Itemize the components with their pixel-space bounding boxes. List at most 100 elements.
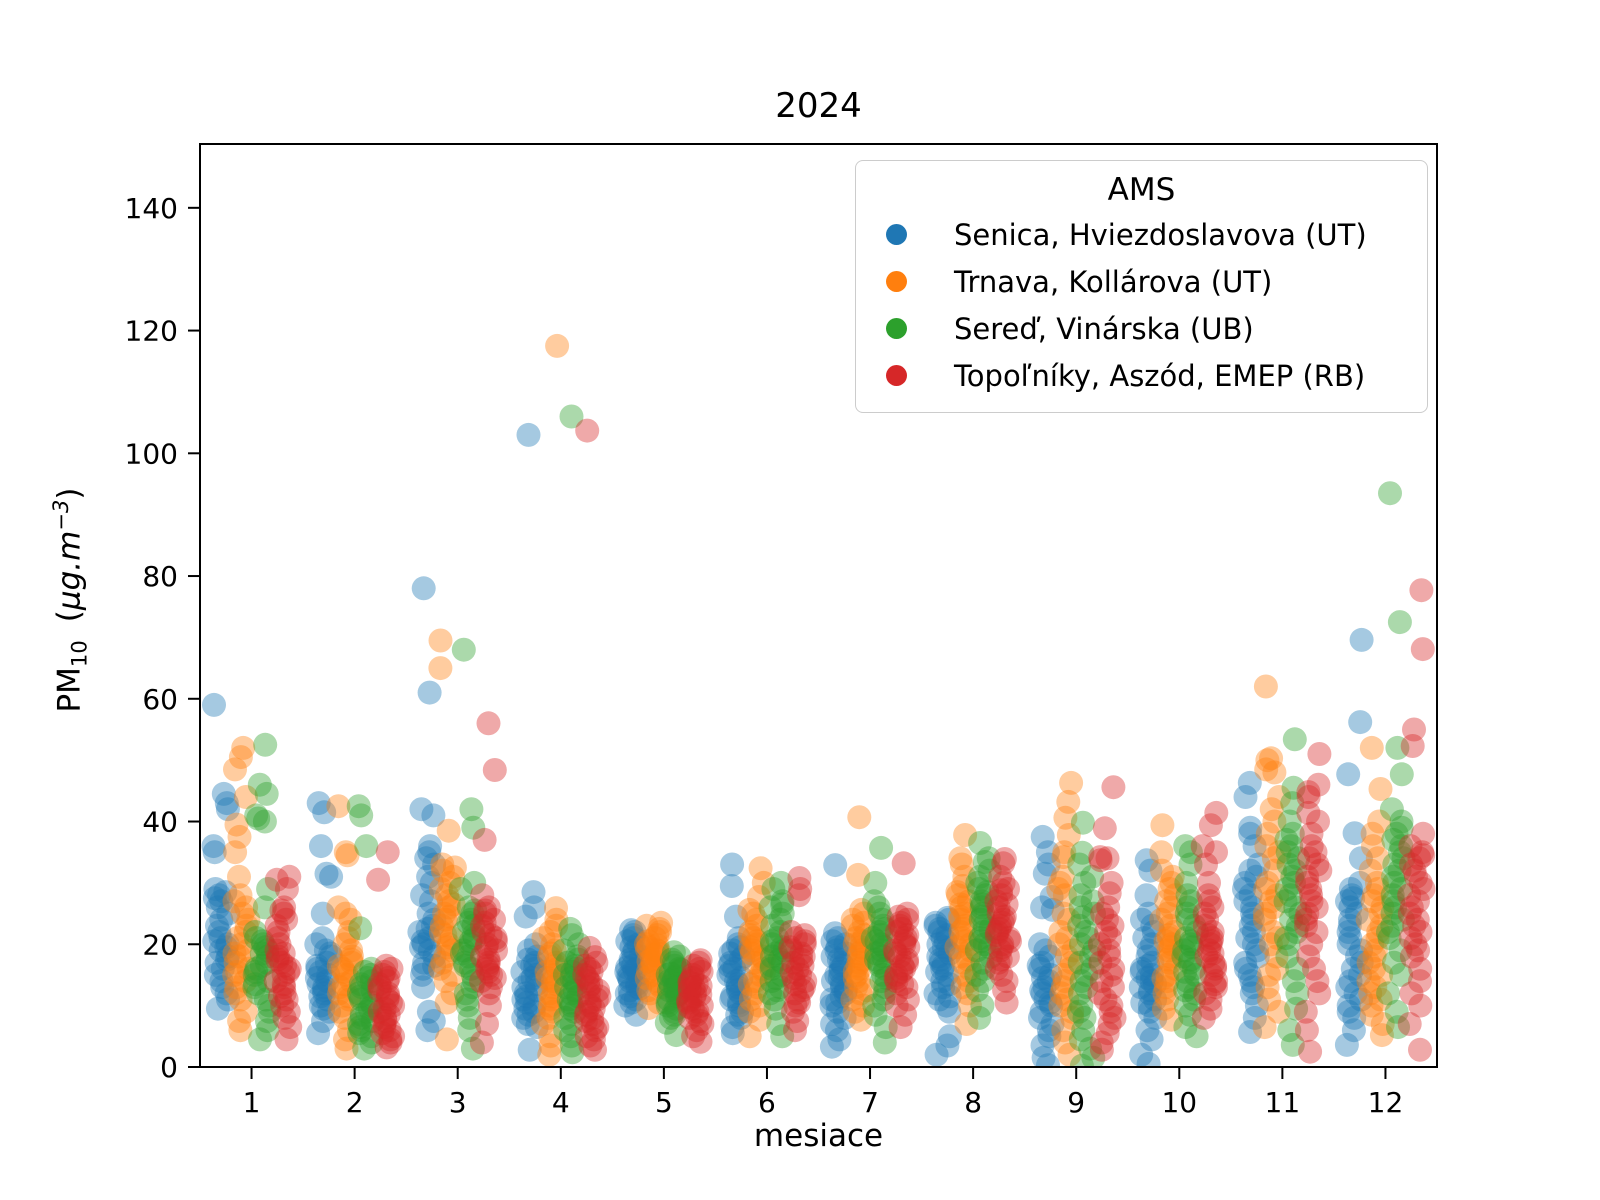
scatter-point: [614, 959, 639, 984]
scatter-point: [1204, 969, 1229, 994]
scatter-point: [213, 880, 238, 905]
scatter-point: [1130, 990, 1155, 1015]
scatter-point: [893, 926, 918, 951]
scatter-point: [215, 797, 240, 822]
scatter-point: [789, 947, 814, 972]
scatter-point: [340, 944, 364, 969]
scatter-point: [1370, 895, 1395, 920]
scatter-point: [1274, 877, 1299, 901]
scatter-point: [886, 904, 911, 929]
scatter-point: [1078, 1036, 1103, 1061]
scatter-point: [1258, 932, 1283, 957]
scatter-point: [1097, 881, 1122, 906]
scatter-point: [1039, 993, 1064, 1018]
scatter-point: [1198, 996, 1223, 1021]
scatter-point: [677, 1005, 702, 1030]
scatter-point: [415, 916, 440, 941]
scatter-point: [1097, 938, 1122, 963]
scatter-point: [1382, 852, 1407, 877]
scatter-point: [1380, 901, 1405, 926]
scatter-point: [537, 1042, 562, 1067]
scatter-point: [667, 959, 692, 984]
scatter-point: [1178, 840, 1203, 865]
scatter-point: [577, 935, 602, 960]
scatter-point: [998, 929, 1022, 954]
scatter-point: [1051, 962, 1076, 987]
scatter-point: [1405, 907, 1430, 932]
scatter-point: [479, 962, 503, 987]
scatter-point: [422, 944, 447, 969]
scatter-point: [1239, 981, 1264, 1006]
scatter-point: [580, 1005, 605, 1030]
scatter-point: [247, 772, 272, 797]
scatter-point: [1155, 901, 1180, 926]
scatter-point: [1140, 950, 1165, 975]
scatter-point: [1054, 944, 1079, 969]
scatter-point: [948, 944, 973, 969]
scatter-point: [970, 950, 995, 975]
legend-label: Trnava, Kollárova (UT): [954, 264, 1273, 299]
scatter-point: [1388, 938, 1413, 963]
scatter-point: [635, 937, 659, 962]
scatter-point: [1197, 870, 1221, 895]
scatter-point: [459, 907, 484, 932]
scatter-point: [621, 923, 646, 948]
scatter-point: [462, 969, 486, 994]
scatter-point: [1261, 895, 1286, 920]
scatter-point: [1409, 578, 1434, 603]
scatter-point: [1389, 834, 1414, 859]
scatter-point: [1204, 800, 1229, 825]
scatter-point: [618, 950, 643, 975]
scatter-point: [553, 1005, 578, 1030]
scatter-point: [1030, 895, 1055, 920]
scatter-point: [584, 987, 609, 1012]
x-tick-label: 2: [346, 1086, 364, 1119]
scatter-point: [1295, 864, 1320, 889]
scatter-point: [417, 680, 442, 705]
scatter-point: [1305, 852, 1330, 877]
scatter-point: [1304, 920, 1329, 944]
scatter-point: [1299, 834, 1324, 859]
scatter-point: [1365, 846, 1390, 871]
scatter-point: [440, 938, 465, 963]
scatter-point: [228, 1018, 253, 1043]
scatter-point: [233, 920, 258, 944]
scatter-point: [375, 969, 400, 994]
scatter-point: [214, 791, 239, 816]
scatter-point: [668, 958, 693, 982]
scatter-point: [785, 1009, 810, 1033]
scatter-point: [339, 969, 364, 994]
scatter-point: [1155, 969, 1180, 994]
scatter-point: [1053, 969, 1077, 994]
scatter-point: [276, 999, 301, 1024]
scatter-point: [1038, 962, 1063, 987]
scatter-point: [989, 878, 1014, 903]
scatter-point: [1162, 920, 1187, 944]
scatter-point: [349, 975, 374, 1000]
scatter-point: [1410, 840, 1435, 865]
scatter-point: [1039, 885, 1064, 909]
scatter-point: [511, 975, 536, 1000]
scatter-point: [317, 999, 342, 1024]
scatter-point: [531, 926, 556, 951]
scatter-point: [1198, 813, 1223, 838]
scatter-point: [665, 972, 690, 997]
scatter-point: [1399, 981, 1424, 1006]
scatter-point: [1090, 901, 1115, 926]
scatter-point: [622, 938, 647, 963]
scatter-point: [234, 895, 259, 920]
scatter-point: [977, 935, 1002, 960]
scatter-point: [778, 920, 803, 944]
scatter-point: [419, 889, 443, 914]
scatter-point: [242, 962, 267, 987]
scatter-point: [1130, 907, 1154, 932]
scatter-point: [367, 972, 392, 997]
scatter-point: [1233, 785, 1258, 809]
scatter-point: [1137, 993, 1162, 1018]
scatter-point: [516, 947, 541, 972]
scatter-point: [1175, 907, 1200, 932]
scatter-point: [842, 932, 867, 957]
scatter-point: [738, 987, 763, 1012]
scatter-point: [646, 990, 671, 1015]
scatter-point: [1058, 956, 1082, 981]
